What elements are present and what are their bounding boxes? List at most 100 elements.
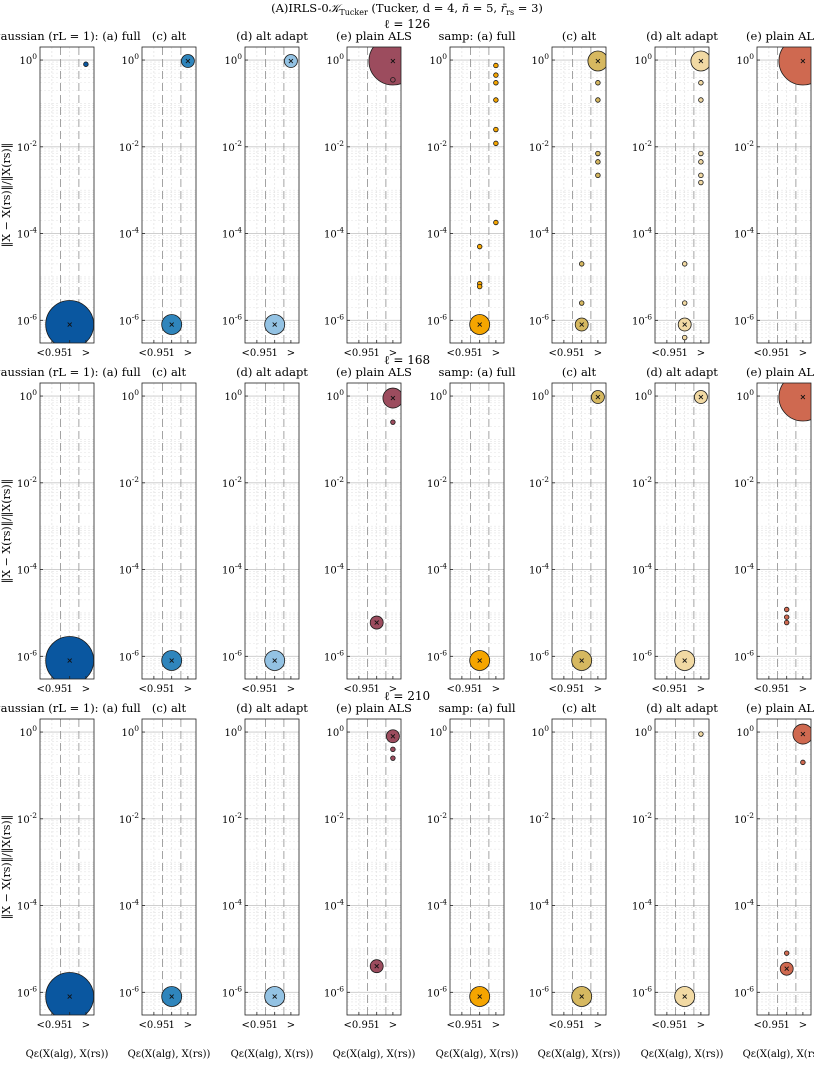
- points: [369, 729, 400, 974]
- y-tick-label: 100: [634, 724, 652, 739]
- x-tick-label: <0.95: [447, 1020, 478, 1031]
- y-tick-label: 100: [429, 724, 447, 739]
- y-tick-label: 10-2: [529, 811, 549, 826]
- y-tick-label: 10-2: [17, 139, 37, 154]
- y-tick-label: 10-4: [222, 898, 242, 913]
- panel: (d) alt adapt 100 10-2 10-4 10-6 <0.95 1 > Qε(X(…: [222, 701, 314, 1060]
- axes-box: [39, 382, 95, 680]
- axes-box: [551, 718, 607, 1016]
- panel: (c) alt 100 10-2 10-4 10-6 <0.95 1 > Qε(X(alg), …: [119, 701, 211, 1060]
- row-label: ℓ = 126: [384, 17, 430, 31]
- x-axis-label: Qε(X(alg), X(rs)): [128, 1049, 211, 1060]
- y-tick-label: 100: [326, 724, 344, 739]
- x-tick-label: 1: [682, 684, 688, 695]
- y-tick-label: 10-4: [119, 562, 139, 577]
- x-tick-label: >: [799, 684, 807, 695]
- y-tick-label: 10-6: [222, 648, 242, 663]
- data-point: [83, 61, 89, 67]
- x-tick-label: 1: [477, 684, 483, 695]
- data-point: [690, 50, 709, 72]
- y-tick-label: 100: [224, 388, 242, 403]
- axes-box: [756, 46, 812, 344]
- grid: [552, 47, 606, 343]
- point-marker: [698, 58, 704, 64]
- point-marker: [682, 658, 688, 663]
- panel-title: (d) alt adapt: [646, 365, 718, 379]
- y-tick-label: 10-6: [324, 312, 344, 327]
- data-point: [579, 261, 585, 267]
- points: [571, 390, 605, 671]
- point-marker: [169, 658, 175, 663]
- y-tick-label: 10-6: [17, 312, 37, 327]
- axes-box: [346, 382, 402, 680]
- x-tick-label: >: [492, 684, 500, 695]
- y-tick-label: 100: [531, 52, 549, 67]
- data-point: [390, 419, 396, 425]
- x-tick-label: <0.95: [549, 1020, 580, 1031]
- x-tick-label: <0.95: [549, 684, 580, 695]
- x-axis-label: Qε(X(alg), X(rs)): [743, 1049, 814, 1060]
- panel-title: (d) alt adapt: [236, 29, 308, 43]
- y-axis-label: ‖X − X(rs)‖/‖X(rs)‖: [0, 143, 14, 247]
- y-tick-label: 10-2: [427, 139, 447, 154]
- panel: gaussian (rL = 1): (a) full 100 10-2 10-4 10…: [0, 701, 141, 1060]
- data-point: [493, 126, 499, 133]
- panel-title: (e) plain ALS: [336, 365, 412, 379]
- points: [778, 383, 811, 626]
- x-tick-label: <0.95: [37, 684, 68, 695]
- data-point: [792, 723, 811, 745]
- data-point: [682, 300, 688, 306]
- axes-box: [346, 718, 402, 1016]
- x-tick-label: >: [184, 1020, 192, 1031]
- point-marker: [579, 658, 585, 663]
- y-tick-label: 10-6: [734, 648, 754, 663]
- y-tick-label: 100: [429, 388, 447, 403]
- panel-title: (e) plain ALS: [746, 365, 814, 379]
- panel: samp: (a) full 100 10-2 10-4 10-6 <0.95 1 > Qε(X…: [427, 701, 519, 1060]
- x-tick-label: >: [594, 1020, 602, 1031]
- x-tick-label: 1: [169, 348, 175, 359]
- x-tick-label: >: [799, 1020, 807, 1031]
- y-tick-label: 100: [736, 724, 754, 739]
- data-point: [778, 47, 811, 86]
- x-tick-label: 1: [374, 684, 380, 695]
- data-point: [493, 62, 499, 69]
- data-point: [698, 159, 704, 165]
- x-tick-label: >: [82, 1020, 90, 1031]
- y-tick-label: 100: [634, 52, 652, 67]
- y-tick-label: 10-2: [529, 139, 549, 154]
- y-tick-label: 100: [224, 52, 242, 67]
- x-tick-label: 1: [67, 684, 73, 695]
- data-point: [698, 172, 704, 179]
- points: [779, 723, 811, 976]
- panel-title: gaussian (rL = 1): (a) full: [0, 701, 141, 715]
- y-tick-label: 10-2: [222, 139, 242, 154]
- point-marker: [682, 322, 688, 327]
- points: [264, 54, 298, 335]
- x-tick-label: >: [389, 348, 397, 359]
- grid: [245, 47, 299, 343]
- data-point: [698, 731, 704, 737]
- y-tick-label: 10-6: [529, 312, 549, 327]
- grid: [347, 719, 401, 1015]
- points: [677, 50, 709, 341]
- x-tick-label: <0.95: [754, 1020, 785, 1031]
- axes-box: [756, 718, 812, 1016]
- y-tick-label: 10-2: [427, 811, 447, 826]
- y-tick-label: 100: [19, 388, 37, 403]
- grid: [655, 47, 709, 343]
- x-axis-label: Qε(X(alg), X(rs)): [231, 1049, 314, 1060]
- point-marker: [390, 395, 396, 401]
- y-tick-label: 100: [121, 724, 139, 739]
- y-tick-label: 10-4: [324, 898, 344, 913]
- y-tick-label: 10-2: [324, 139, 344, 154]
- points: [674, 390, 708, 671]
- x-tick-label: <0.95: [344, 684, 375, 695]
- x-tick-label: 1: [169, 684, 175, 695]
- points: [469, 986, 491, 1007]
- point-marker: [288, 58, 294, 64]
- x-tick-label: >: [697, 684, 705, 695]
- x-tick-label: 1: [579, 1020, 585, 1031]
